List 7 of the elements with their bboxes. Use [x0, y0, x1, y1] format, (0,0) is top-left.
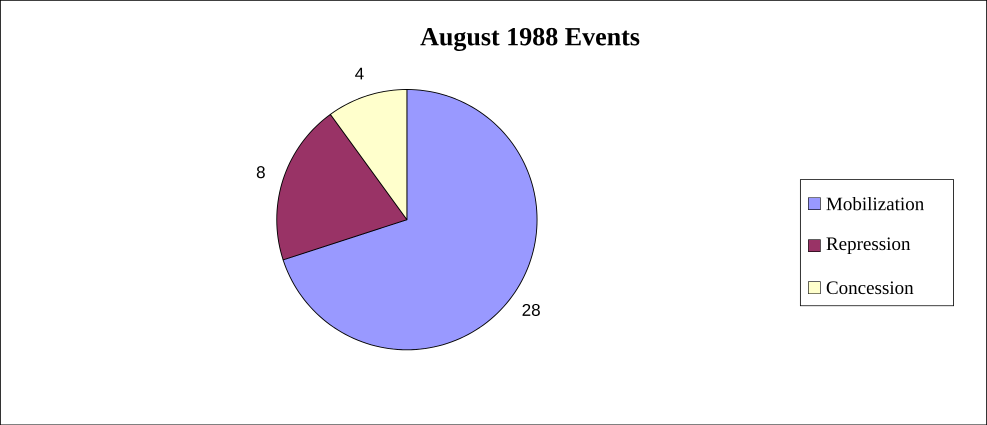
legend-label: Repression	[826, 237, 910, 254]
chart-title: August 1988 Events	[420, 28, 640, 51]
data-label: 4	[355, 68, 364, 80]
data-label: 28	[522, 304, 540, 316]
legend-label: Concession	[826, 281, 914, 294]
data-label: 8	[256, 166, 265, 178]
legend-label: Mobilization	[826, 196, 924, 210]
